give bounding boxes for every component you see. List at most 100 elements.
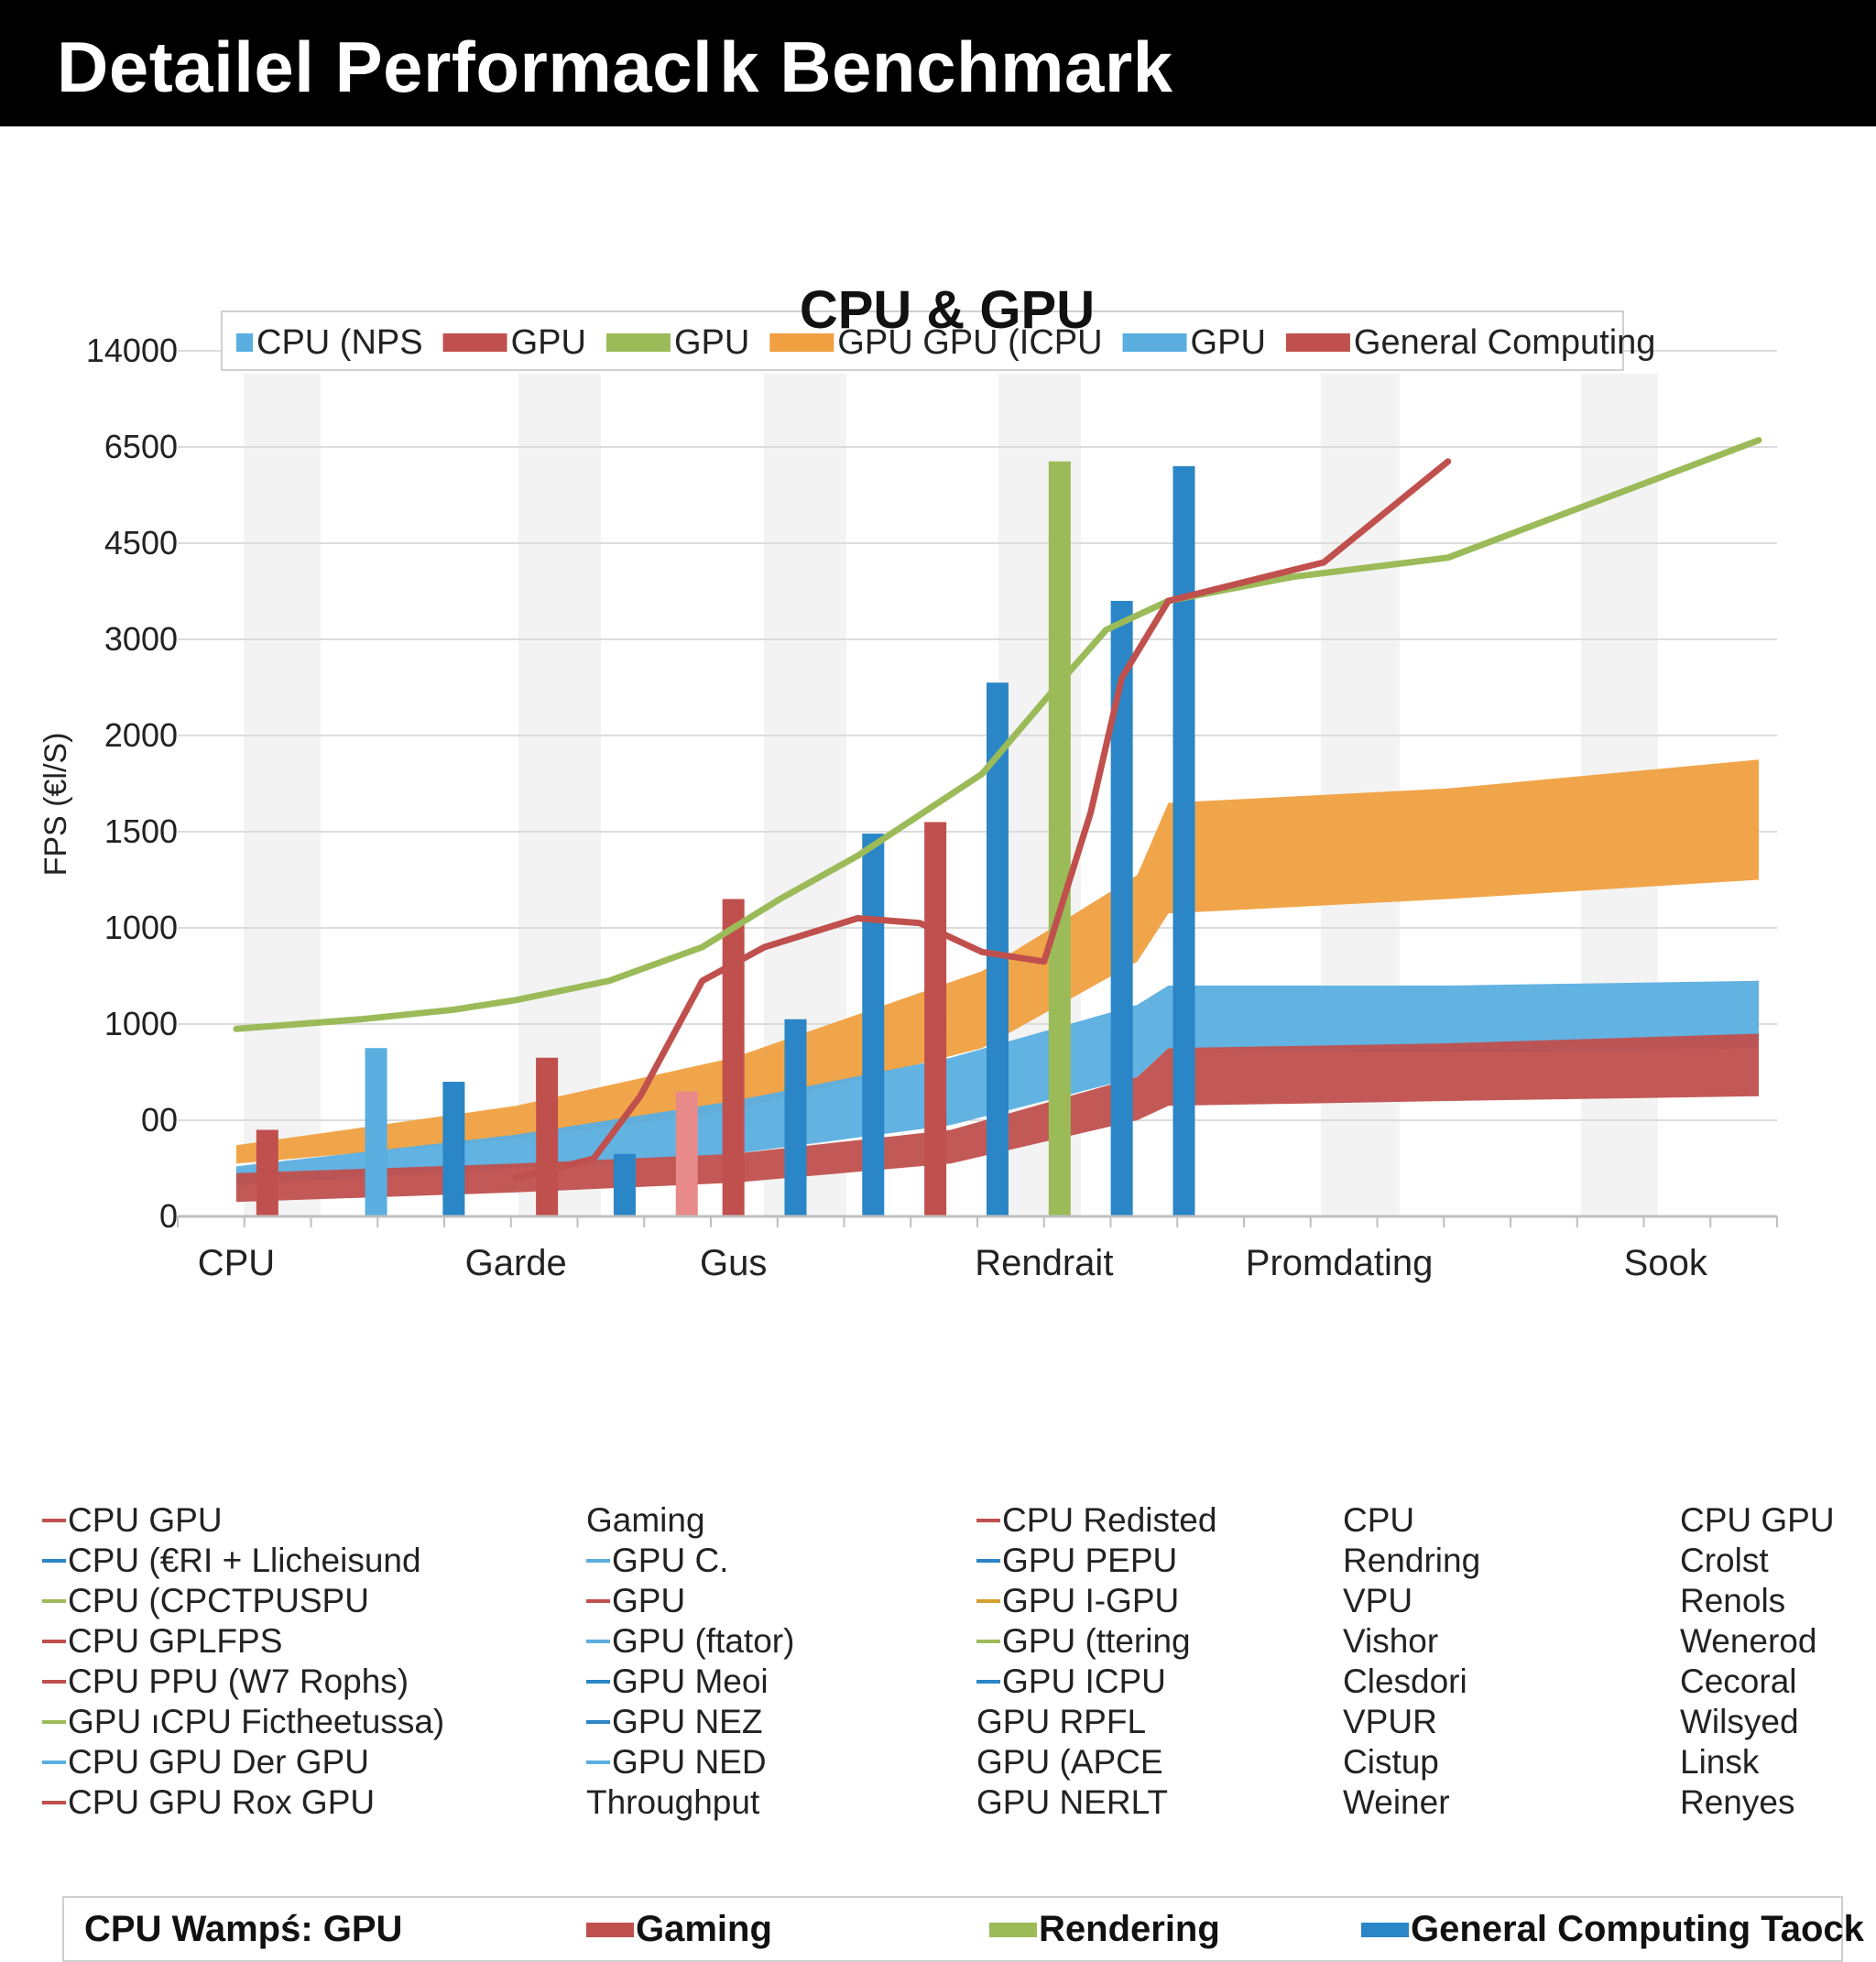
key-swatch [42, 1519, 66, 1522]
key-item: Gaming [586, 1500, 953, 1541]
bar-2 [442, 1082, 465, 1216]
key-item: GPU [586, 1581, 953, 1621]
key-item: Weiner [1343, 1782, 1709, 1823]
key-swatch [976, 1599, 1000, 1603]
series-line-0 [233, 437, 1762, 1032]
key-label: GPU Meoi [612, 1662, 769, 1700]
bar-1 [365, 1048, 387, 1216]
key-item: Throughput [586, 1782, 953, 1823]
key-item: CPU (€RI + Llicheisund [42, 1541, 421, 1581]
key-swatch [42, 1640, 66, 1643]
key-label: CPU [1343, 1501, 1415, 1539]
bar-0 [256, 1129, 278, 1216]
key-item: GPU I-GPU [976, 1581, 1343, 1621]
legend-swatch-1 [442, 333, 507, 352]
x-tick-label: Promdating [1246, 1243, 1434, 1283]
key-item: CPU [1343, 1500, 1709, 1541]
key-label: Cecoral [1680, 1662, 1797, 1700]
legend-label-0: CPU (NPS [256, 323, 423, 362]
key-item: GPU NERLT [976, 1782, 1343, 1823]
key-item: CPU GPU [1680, 1500, 1876, 1541]
legend-swatch-4 [1122, 333, 1187, 352]
key-label: GPU C. [612, 1542, 729, 1579]
key-item: Cistup [1343, 1742, 1709, 1782]
key-label: GPU I-GPU [1002, 1582, 1180, 1619]
bar-7 [784, 1019, 807, 1216]
key-label: Renols [1680, 1582, 1786, 1619]
y-tick-label: 4500 [104, 524, 178, 561]
bar-6 [722, 899, 745, 1216]
key-column-1: Gaming GPU C. GPU GPU (ftator) GPU Meoi GPU N… [586, 1500, 953, 1823]
key-item: Clesdori [1343, 1662, 1709, 1702]
x-tick-label: Gus [700, 1243, 767, 1283]
key-label: Crolst [1680, 1542, 1769, 1579]
key-swatch [976, 1640, 1000, 1643]
y-axis-label: FPS (€l/S) [38, 733, 73, 877]
bar-13 [1172, 466, 1195, 1216]
key-swatch [586, 1599, 610, 1603]
legend-label-2: GPU [674, 323, 749, 362]
legend-label-4: GPU [1191, 323, 1266, 362]
key-item: Linsk [1680, 1742, 1876, 1782]
top-legend: CPU (NPS GPU GPU GPU GPU (ICPU GPU General Co… [221, 311, 1656, 371]
bar-9 [924, 822, 947, 1216]
y-tick-label: 3000 [104, 620, 178, 658]
key-label: GPU ıCPU Fictheetussa) [68, 1703, 445, 1740]
key-item: Crolst [1680, 1541, 1876, 1581]
key-item: CPU GPU [42, 1500, 409, 1541]
legend-swatch-5 [1285, 333, 1350, 352]
key-label: Clesdori [1343, 1662, 1467, 1700]
key-label: CPU GPLFPS [68, 1622, 283, 1660]
bottom-legend-label: General Computing Taock [1411, 1909, 1864, 1949]
key-swatch [586, 1720, 610, 1724]
key-item: VPUR [1343, 1702, 1709, 1742]
legend-label-5: General Computing [1354, 323, 1656, 362]
y-tick-label: 1000 [104, 1005, 178, 1042]
chart-title: CPU & GPU [800, 280, 1095, 340]
key-swatch [586, 1640, 610, 1643]
legend-swatch-0 [236, 333, 253, 352]
key-label: Linsk [1680, 1743, 1760, 1781]
bar-10 [986, 682, 1009, 1216]
key-swatch [42, 1559, 66, 1563]
legend-label-3: GPU GPU (ICPU [837, 323, 1102, 362]
key-item: CPU GPU Rox GPU [42, 1782, 409, 1823]
key-swatch [976, 1559, 1000, 1563]
key-swatch [586, 1760, 610, 1764]
key-label: GPU [612, 1582, 686, 1619]
key-label: CPU GPU Der GPU [68, 1743, 369, 1781]
key-label: GPU NERLT [976, 1783, 1169, 1821]
key-item: GPU RPFL [976, 1702, 1343, 1742]
legend-label-1: GPU [511, 323, 586, 362]
bar-3 [536, 1057, 559, 1216]
key-label: VPU [1343, 1582, 1413, 1619]
key-item: Vishor [1343, 1621, 1709, 1662]
key-item: Cecoral [1680, 1662, 1876, 1702]
key-swatch [42, 1680, 66, 1684]
key-label: CPU GPU [1680, 1501, 1835, 1539]
key-item: Wenerod [1680, 1621, 1876, 1662]
y-tick-label: 14000 [86, 332, 178, 369]
bottom-legend-swatch [586, 1923, 634, 1937]
bottom-legend-label: Rendering [1039, 1909, 1220, 1949]
x-tick-label: Garde [465, 1243, 567, 1283]
key-column-2: CPU Redisted GPU PEPU GPU I-GPU GPU (tterin… [976, 1500, 1343, 1823]
key-item: GPU Meoi [586, 1662, 953, 1702]
bottom-legend-label: CPU Wampś: GPU [84, 1909, 403, 1949]
bar-11 [1048, 461, 1071, 1216]
key-label: CPU (€RI + Llicheisund [68, 1542, 421, 1579]
bottom-legend-label: Gaming [636, 1909, 772, 1949]
y-tick-label: 1000 [104, 909, 178, 946]
key-label: GPU NED [612, 1743, 767, 1781]
y-tick-label: 2000 [104, 716, 178, 754]
key-swatch [976, 1519, 1000, 1522]
key-item: GPU (APCE [976, 1742, 1343, 1782]
key-item: GPU C. [586, 1541, 953, 1581]
key-item: GPU (ttering [976, 1621, 1343, 1662]
key-label: CPU GPU Rox GPU [68, 1783, 376, 1821]
key-item: VPU [1343, 1581, 1709, 1621]
key-column-0: CPU GPU CPU (€RI + Llicheisund CPU (CPCTPU… [42, 1500, 444, 1823]
header-bar: Detailel Performacl k Benchmark [0, 0, 1876, 126]
key-label: GPU RPFL [976, 1703, 1147, 1740]
key-label: VPUR [1343, 1703, 1437, 1740]
